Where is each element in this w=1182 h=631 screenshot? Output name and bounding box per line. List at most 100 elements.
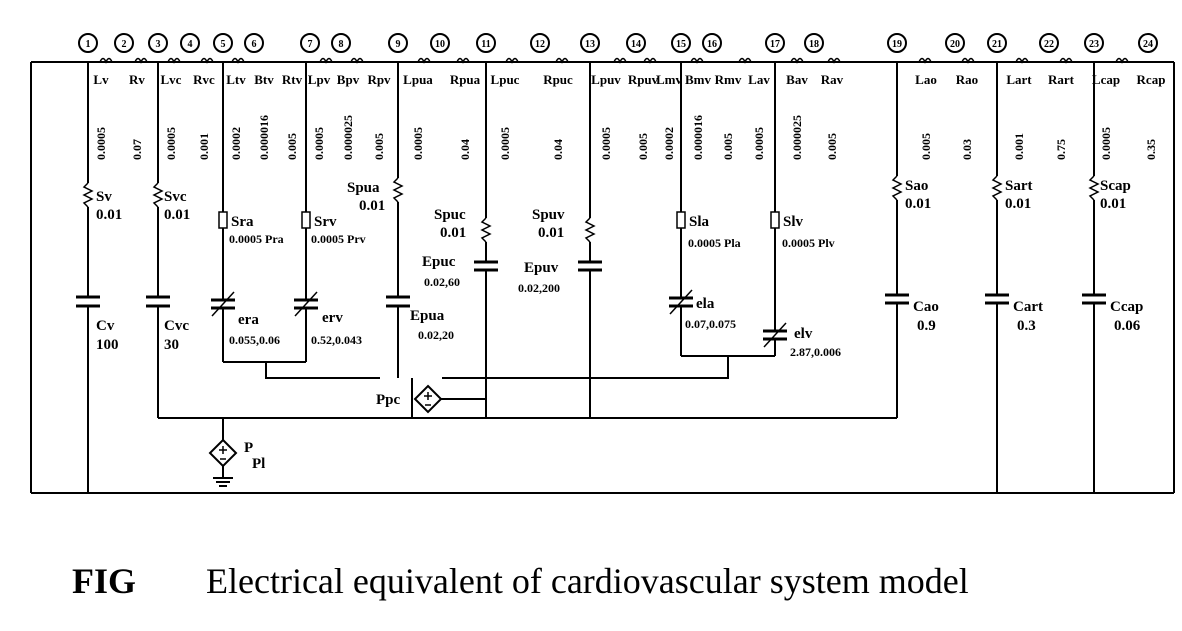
series-value: 0.04 <box>551 139 565 160</box>
capacitor-label-epuc: Epuc <box>422 254 456 270</box>
branch-labels: Sv 0.01 Svc 0.01 Sra 0.0005 Pra Srv 0.00… <box>96 178 1143 472</box>
resistor-slv <box>770 211 780 229</box>
node-number: 10 <box>435 39 445 50</box>
node-number: 13 <box>585 39 595 50</box>
inductor-mark <box>1015 57 1029 64</box>
node-number: 3 <box>156 39 161 50</box>
series-label: Lpuc <box>491 72 520 87</box>
capacitor-label-cart: Cart <box>1013 299 1043 315</box>
node-marker: 14 <box>626 33 646 53</box>
capacitor-value-elv: 2.87,0.006 <box>790 345 841 359</box>
resistor-label-spua: Spua <box>347 180 380 196</box>
series-value: 0.03 <box>960 139 974 160</box>
ppl-source-label: P <box>244 440 253 456</box>
node-marker: 10 <box>430 33 450 53</box>
resistor-label-svc: Svc <box>164 189 187 205</box>
node-number: 24 <box>1143 39 1153 50</box>
node-number: 22 <box>1044 39 1054 50</box>
series-value: 0.000025 <box>790 115 804 160</box>
node-marker: 13 <box>580 33 600 53</box>
resistor-spuv <box>584 217 596 243</box>
resistor-value-slv: 0.0005 Plv <box>782 236 835 250</box>
inductor-mark <box>1115 57 1129 64</box>
capacitor-label-era: era <box>238 312 259 328</box>
capacitor-value-epuc: 0.02,60 <box>424 275 460 289</box>
ra-rv-to-ppc-wire <box>265 362 380 379</box>
inductor-mark <box>350 57 364 64</box>
node-marker: 15 <box>671 33 691 53</box>
series-label: Lpua <box>403 72 433 87</box>
ppl-source-subscript: Pl <box>252 456 265 472</box>
capacitor-label-cvc: Cvc <box>164 318 189 334</box>
capacitor-value-cart: 0.3 <box>1017 318 1036 334</box>
series-value: 0.000025 <box>341 115 355 160</box>
series-value: 0.005 <box>636 133 650 160</box>
node-number: 9 <box>396 39 401 50</box>
resistor-label-spuc: Spuc <box>434 207 466 223</box>
node-markers: 1 2 3 4 5 6 7 8 9 10 11 12 13 14 15 16 17 18 19 20 21 22 23 24 <box>78 33 1158 53</box>
node-number: 8 <box>339 39 344 50</box>
series-value: 0.0005 <box>411 127 425 160</box>
node-number: 23 <box>1089 39 1099 50</box>
series-value: 0.04 <box>458 139 472 160</box>
inductor-mark <box>231 57 245 64</box>
ground-icon <box>213 477 233 487</box>
capacitor-value-cvc: 30 <box>164 337 179 353</box>
series-elements: Lv 0.0005 Rv 0.07 Lvc 0.0005 Rvc 0.001 Ltv 0.0002… <box>93 57 1166 160</box>
inductor-mark <box>918 57 932 64</box>
node-number: 17 <box>770 39 780 50</box>
node-marker: 3 <box>148 33 168 53</box>
resistor-label-sra: Sra <box>231 214 254 230</box>
capacitor-label-elv: elv <box>794 326 813 342</box>
resistor-label-sart: Sart <box>1005 178 1033 194</box>
node-marker: 6 <box>244 33 264 53</box>
figure-number: FIG <box>72 561 137 601</box>
capacitor-value-epuv: 0.02,200 <box>518 281 560 295</box>
variable-arrow-era <box>211 291 235 317</box>
capacitor-value-cv: 100 <box>96 337 119 353</box>
ppl-source <box>208 438 238 478</box>
node-marker: 21 <box>987 33 1007 53</box>
series-label: Bmv <box>685 72 712 87</box>
capacitor-value-erv: 0.52,0.043 <box>311 333 362 347</box>
node-marker: 2 <box>114 33 134 53</box>
capacitor-value-cao: 0.9 <box>917 318 936 334</box>
node-marker: 11 <box>476 33 496 53</box>
node-number: 19 <box>892 39 902 50</box>
inductor-mark <box>827 57 841 64</box>
series-label: Lmv <box>656 72 683 87</box>
series-value: 0.0005 <box>1099 127 1113 160</box>
series-label: Btv <box>254 72 274 87</box>
node-marker: 23 <box>1084 33 1104 53</box>
series-value: 0.35 <box>1144 139 1158 160</box>
series-label: Rpv <box>367 72 391 87</box>
resistor-value-sao: 0.01 <box>905 196 931 212</box>
inductor-mark <box>319 57 333 64</box>
series-value: 0.0002 <box>662 127 676 160</box>
series-value: 0.0005 <box>94 127 108 160</box>
capacitor-label-epua: Epua <box>410 308 445 324</box>
resistor-label-scap: Scap <box>1100 178 1131 194</box>
node-number: 4 <box>188 39 193 50</box>
series-value: 0.0005 <box>164 127 178 160</box>
node-number: 11 <box>481 39 490 50</box>
resistor-label-srv: Srv <box>314 214 337 230</box>
inductor-mark <box>200 57 214 64</box>
inductor-mark <box>1059 57 1073 64</box>
resistor-value-spuc: 0.01 <box>440 225 466 241</box>
series-value: 0.005 <box>285 133 299 160</box>
node-number: 2 <box>122 39 127 50</box>
node-marker: 19 <box>887 33 907 53</box>
node-marker: 5 <box>213 33 233 53</box>
resistor-sv <box>82 182 94 208</box>
resistor-spuc <box>480 217 492 243</box>
series-value: 0.005 <box>825 133 839 160</box>
series-value: 0.001 <box>197 133 211 160</box>
series-label: Rv <box>129 72 145 87</box>
node-number: 20 <box>950 39 960 50</box>
node-marker: 8 <box>331 33 351 53</box>
series-value: 0.0005 <box>599 127 613 160</box>
series-value: 0.0005 <box>498 127 512 160</box>
node-marker: 7 <box>300 33 320 53</box>
series-label: Rcap <box>1137 72 1166 87</box>
